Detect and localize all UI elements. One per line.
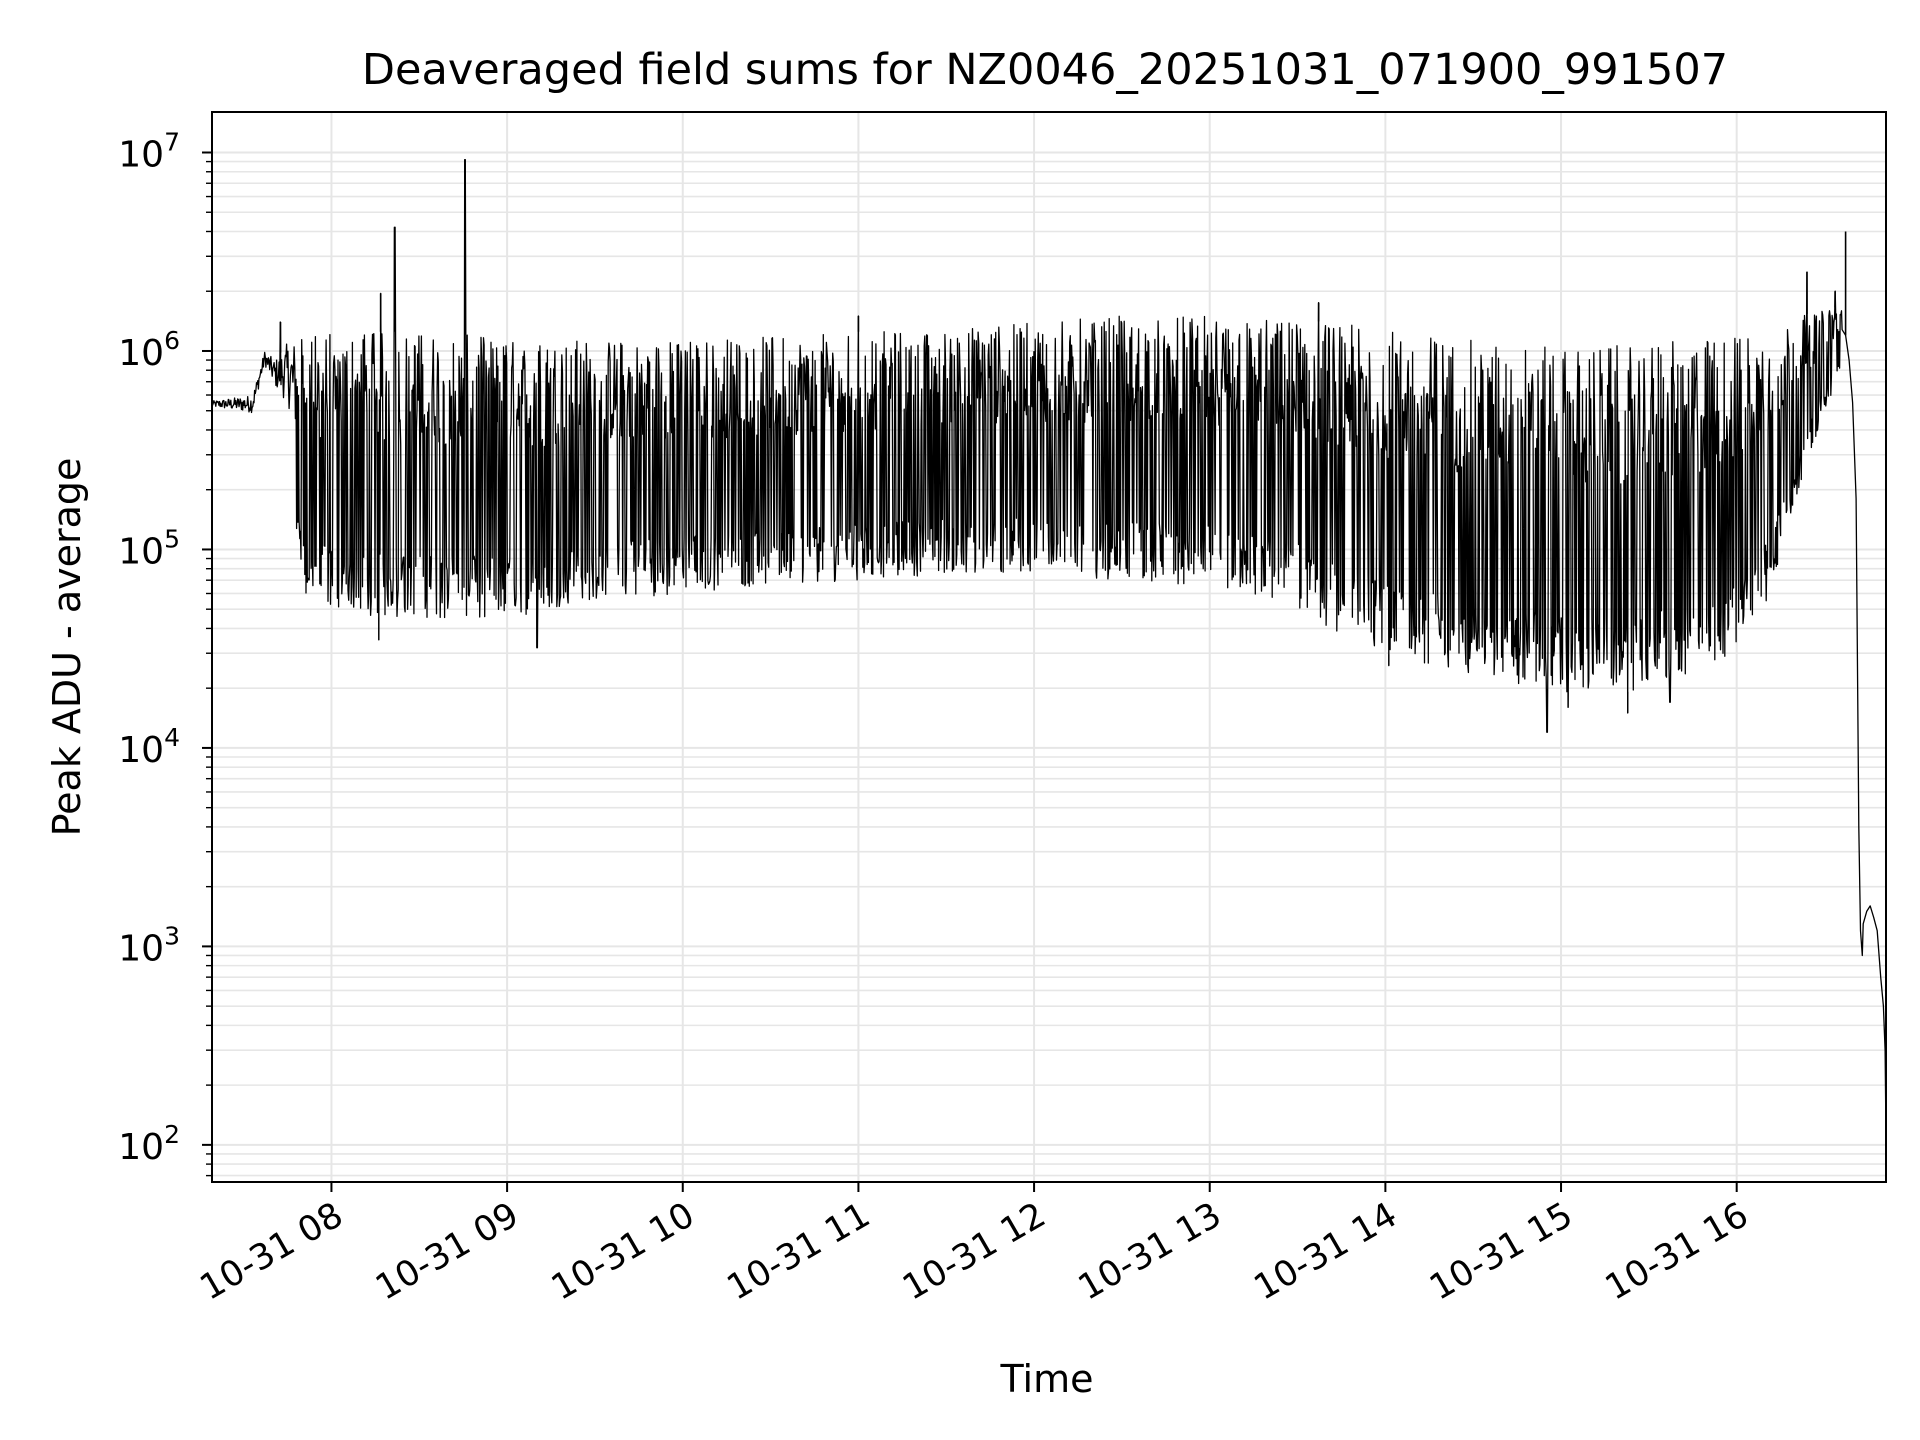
y-tick-label: 104 <box>118 723 180 771</box>
plot-frame <box>211 111 1887 1183</box>
y-tick-label: 103 <box>118 921 180 969</box>
y-axis-label: Peak ADU - average <box>45 458 89 837</box>
series-line-peak-adu <box>211 159 1887 1137</box>
x-axis-label: Time <box>1000 1357 1094 1401</box>
chart-title: Deaveraged field sums for NZ0046_2025103… <box>362 45 1728 95</box>
y-tick-label: 106 <box>118 326 180 374</box>
y-tick-label: 107 <box>118 128 180 176</box>
y-tick-label: 105 <box>118 524 180 572</box>
y-tick-label: 102 <box>118 1120 180 1168</box>
y-axis-ticks: 102 103 104 105 106 107 <box>118 128 212 1177</box>
series-group <box>211 159 1887 1137</box>
